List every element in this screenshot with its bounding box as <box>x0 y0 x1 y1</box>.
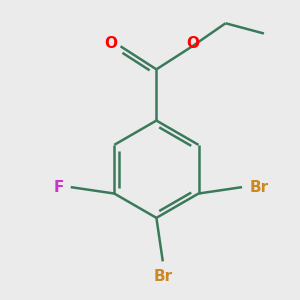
Text: F: F <box>54 180 64 195</box>
Text: Br: Br <box>153 268 172 284</box>
Text: O: O <box>104 36 118 51</box>
Text: O: O <box>186 36 200 51</box>
Text: Br: Br <box>249 180 268 195</box>
